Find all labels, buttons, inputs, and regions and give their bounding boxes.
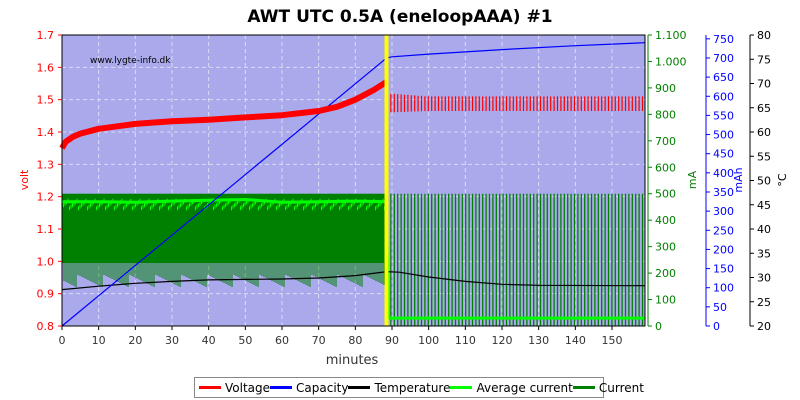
volt-tick-label: 1.7	[37, 29, 55, 42]
mAh-tick-label: 200	[713, 243, 734, 256]
mA-tick-label: 1.100	[655, 29, 687, 42]
mA-tick-label: 700	[655, 135, 676, 148]
x-tick-label: 30	[165, 334, 179, 347]
temp-tick-label: 50	[757, 175, 771, 188]
volt-axis-label: volt	[18, 169, 31, 190]
x-tick-label: 20	[128, 334, 142, 347]
temp-tick-label: 75	[757, 53, 771, 66]
legend-label: Average current	[476, 380, 573, 395]
temp-tick-label: 80	[757, 29, 771, 42]
x-tick-label: 40	[202, 334, 216, 347]
mA-tick-label: 100	[655, 294, 676, 307]
mAh-tick-label: 550	[713, 109, 734, 122]
temp-tick-label: 20	[757, 320, 771, 333]
volt-tick-label: 1.1	[37, 223, 55, 236]
x-tick-label: 90	[385, 334, 399, 347]
mAh-tick-label: 150	[713, 263, 734, 276]
legend-swatch	[348, 386, 371, 389]
temp-tick-label: 45	[757, 199, 771, 212]
x-tick-label: 70	[312, 334, 326, 347]
volt-tick-label: 1.4	[37, 126, 55, 139]
mA-tick-label: 400	[655, 214, 676, 227]
legend: Voltage Capacity Temperature Average curren…	[194, 377, 644, 398]
legend-item: Capacity	[270, 381, 348, 395]
volt-tick-label: 0.8	[37, 320, 55, 333]
mAh-tick-label: 0	[713, 320, 720, 333]
temp-tick-label: 60	[757, 126, 771, 139]
x-axis-label: minutes	[326, 353, 379, 368]
x-tick-label: 140	[565, 334, 586, 347]
mAh-tick-label: 300	[713, 205, 734, 218]
mAh-tick-label: 750	[713, 33, 734, 46]
mA-tick-label: 0	[655, 320, 662, 333]
legend-swatch	[572, 386, 595, 389]
x-tick-label: 150	[602, 334, 623, 347]
legend-label: Capacity	[296, 380, 349, 395]
x-tick-label: 60	[275, 334, 289, 347]
x-tick-label: 120	[492, 334, 513, 347]
mAh-tick-label: 450	[713, 148, 734, 161]
legend-swatch	[450, 386, 473, 389]
mAh-axis-label: mAh	[732, 167, 745, 192]
series-layer	[59, 35, 646, 327]
x-tick-label: 110	[455, 334, 476, 347]
volt-tick-label: 1.6	[37, 61, 55, 74]
mAh-tick-label: 50	[713, 301, 727, 314]
temp-tick-label: 40	[757, 223, 771, 236]
x-tick-label: 10	[92, 334, 106, 347]
legend-label: Current	[598, 380, 644, 395]
mAh-tick-label: 400	[713, 167, 734, 180]
mA-tick-label: 200	[655, 267, 676, 280]
mAh-tick-label: 100	[713, 282, 734, 295]
mAh-tick-label: 600	[713, 90, 734, 103]
mAh-tick-label: 700	[713, 52, 734, 65]
legend-label: Temperature	[374, 380, 451, 395]
legend-swatch	[199, 386, 221, 389]
x-tick-label: 80	[348, 334, 362, 347]
temp-tick-label: 25	[757, 296, 771, 309]
temp-tick-label: 70	[757, 78, 771, 91]
legend-item: Voltage	[199, 381, 270, 395]
series-temperature	[61, 271, 646, 291]
chart-title: AWT UTC 0.5A (eneloopAAA) #1	[247, 7, 552, 27]
volt-tick-label: 1.3	[37, 158, 55, 171]
mA-tick-label: 500	[655, 188, 676, 201]
watermark-text: www.lygte-info.dk	[90, 56, 171, 66]
mA-tick-label: 600	[655, 161, 676, 174]
temp-axis-label: °C	[776, 173, 789, 187]
x-tick-label: 50	[238, 334, 252, 347]
axes-layer: 0 10 20 30 40 50 60 70 80 90 100 110 120 130 140 150 0.8…	[37, 29, 772, 347]
mA-tick-label: 800	[655, 108, 676, 121]
temp-tick-label: 35	[757, 247, 771, 260]
legend-label: Voltage	[225, 380, 271, 395]
mAh-tick-label: 350	[713, 186, 734, 199]
x-tick-label: 130	[528, 334, 549, 347]
plot-border	[61, 34, 646, 327]
mAh-tick-label: 650	[713, 71, 734, 84]
volt-tick-label: 1.2	[37, 191, 55, 204]
temp-tick-label: 30	[757, 272, 771, 285]
legend-swatch	[270, 386, 293, 389]
volt-tick-label: 1.5	[37, 94, 55, 107]
mAh-tick-label: 500	[713, 129, 734, 142]
temp-tick-label: 65	[757, 102, 771, 115]
x-tick-label: 0	[59, 334, 66, 347]
mA-tick-label: 900	[655, 82, 676, 95]
mAh-tick-label: 250	[713, 224, 734, 237]
legend-item: Average current	[450, 380, 573, 395]
x-tick-label: 100	[418, 334, 439, 347]
mA-tick-label: 1.000	[655, 55, 687, 68]
mA-tick-label: 300	[655, 241, 676, 254]
legend-item: Temperature	[348, 381, 450, 395]
volt-tick-label: 1.0	[37, 255, 55, 268]
volt-tick-label: 0.9	[37, 288, 55, 301]
mA-axis-label: mA	[686, 170, 699, 189]
series-voltage	[59, 79, 389, 150]
legend-item: Current	[572, 380, 644, 395]
temp-tick-label: 55	[757, 150, 771, 163]
